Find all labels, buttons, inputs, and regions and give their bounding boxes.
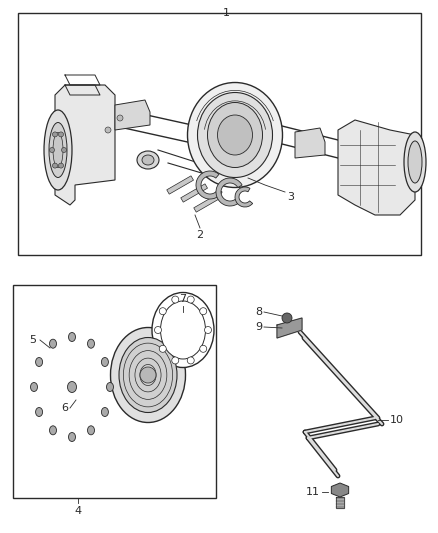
Ellipse shape [119,337,177,413]
Circle shape [155,327,162,334]
Circle shape [172,296,179,303]
Polygon shape [295,128,325,158]
Text: 2: 2 [196,230,204,240]
Ellipse shape [53,133,63,167]
Circle shape [159,345,166,352]
FancyArrow shape [181,184,208,202]
Circle shape [200,308,207,314]
Circle shape [59,163,64,168]
FancyArrow shape [194,194,220,212]
Ellipse shape [187,83,283,188]
Ellipse shape [67,382,77,392]
Wedge shape [216,178,242,206]
Circle shape [117,115,123,121]
Circle shape [53,132,57,137]
Ellipse shape [142,155,154,165]
Polygon shape [338,120,415,215]
Ellipse shape [88,339,95,348]
Ellipse shape [110,327,186,423]
Ellipse shape [102,408,109,416]
Ellipse shape [404,132,426,192]
Ellipse shape [152,293,214,367]
FancyArrow shape [167,176,194,194]
Ellipse shape [68,333,75,342]
Text: 9: 9 [255,322,262,332]
Ellipse shape [408,141,422,183]
Circle shape [200,345,207,352]
Circle shape [159,308,166,314]
Bar [18,13,421,255]
Circle shape [53,163,57,168]
Text: 10: 10 [390,415,404,425]
Circle shape [49,148,54,152]
Wedge shape [235,187,253,207]
Circle shape [172,357,179,364]
Ellipse shape [31,383,38,392]
Circle shape [61,148,67,152]
Ellipse shape [44,110,72,190]
Polygon shape [277,318,302,338]
Ellipse shape [137,151,159,169]
Circle shape [205,327,212,334]
Ellipse shape [102,358,109,367]
Polygon shape [55,85,115,205]
Ellipse shape [35,358,42,367]
Text: 4: 4 [74,506,81,516]
Polygon shape [115,100,150,130]
Polygon shape [336,497,344,508]
Ellipse shape [106,383,113,392]
Wedge shape [196,171,222,199]
Ellipse shape [49,426,57,435]
Ellipse shape [49,123,67,177]
Ellipse shape [88,426,95,435]
Circle shape [282,313,292,323]
Text: 3: 3 [287,192,294,202]
Ellipse shape [208,102,262,167]
Ellipse shape [35,408,42,416]
Circle shape [105,127,111,133]
Ellipse shape [49,339,57,348]
Text: 6: 6 [61,403,68,413]
Ellipse shape [68,432,75,441]
Circle shape [187,296,194,303]
Text: 7: 7 [180,294,187,304]
Circle shape [59,132,64,137]
Text: 8: 8 [255,307,262,317]
Text: 11: 11 [306,487,320,497]
Text: 1: 1 [223,8,230,18]
Circle shape [187,357,194,364]
Text: 5: 5 [29,335,36,345]
Circle shape [140,367,156,383]
Ellipse shape [198,93,272,177]
Ellipse shape [218,115,252,155]
Ellipse shape [160,301,205,359]
Bar [13,285,216,498]
Polygon shape [331,483,349,497]
